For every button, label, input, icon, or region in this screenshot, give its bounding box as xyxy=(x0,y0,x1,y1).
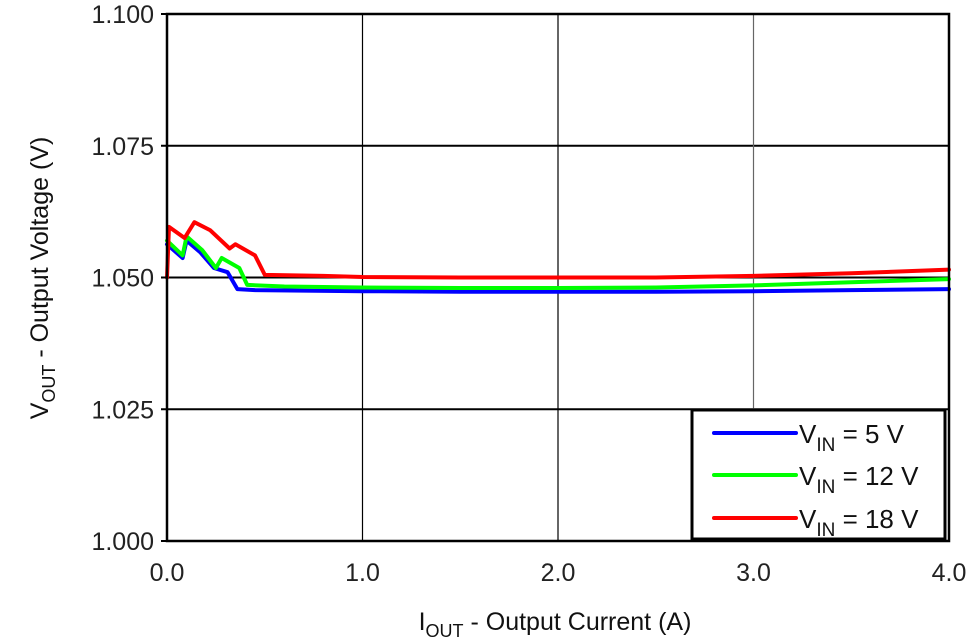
legend-label-main: V xyxy=(799,419,817,449)
legend-label-main: V xyxy=(799,504,817,534)
legend: VIN = 5 V VIN = 12 V VIN = 18 V xyxy=(690,408,947,541)
series-line-vin-12-v xyxy=(165,234,951,290)
series-line-vin-5-v xyxy=(165,238,951,294)
x-axis-title-sub: OUT xyxy=(426,621,464,640)
y-axis-title-main: V xyxy=(26,402,54,419)
legend-label-main: V xyxy=(799,461,817,491)
legend-label-rest: = 18 V xyxy=(835,504,919,534)
x-tick-label: 3.0 xyxy=(736,559,771,587)
x-axis-ticks: 0.0 1.0 2.0 3.0 4.0 xyxy=(150,559,967,587)
y-tick-label: 1.000 xyxy=(91,528,154,556)
y-tick-label: 1.050 xyxy=(91,265,154,293)
x-tick-label: 0.0 xyxy=(150,559,185,587)
y-axis-title-rest: - Output Voltage (V) xyxy=(26,137,54,365)
x-tick-label: 4.0 xyxy=(932,559,967,587)
series-line-vin-18-v xyxy=(165,220,951,280)
svg-text:VIN = 5 V: VIN = 5 V xyxy=(799,419,905,456)
y-tick-label: 1.075 xyxy=(91,133,154,161)
x-tick-label: 2.0 xyxy=(541,559,576,587)
legend-item-vin-12v: VIN = 12 V xyxy=(712,461,919,498)
x-axis-title: IOUT - Output Current (A) xyxy=(419,608,692,640)
x-axis-title-main: I xyxy=(419,608,426,636)
y-tick-label: 1.100 xyxy=(91,1,154,29)
y-tick-label: 1.025 xyxy=(91,396,154,424)
legend-label-rest: = 5 V xyxy=(835,419,904,449)
legend-item-vin-5v: VIN = 5 V xyxy=(712,419,905,456)
svg-text:VIN = 18 V: VIN = 18 V xyxy=(799,504,919,541)
y-axis-title: VOUT - Output Voltage (V) xyxy=(26,137,59,420)
x-axis-title-rest: - Output Current (A) xyxy=(464,608,692,636)
x-tick-label: 1.0 xyxy=(345,559,380,587)
legend-label-sub: IN xyxy=(816,520,835,541)
legend-item-vin-18v: VIN = 18 V xyxy=(712,504,919,541)
y-axis-title-sub: OUT xyxy=(39,365,59,403)
legend-label-rest: = 12 V xyxy=(835,461,919,491)
series-lines xyxy=(165,220,951,294)
legend-label-sub: IN xyxy=(816,435,835,456)
y-axis-ticks: 1.000 1.025 1.050 1.075 1.100 xyxy=(91,1,167,556)
legend-label-sub: IN xyxy=(816,477,835,498)
svg-text:VIN = 12 V: VIN = 12 V xyxy=(799,461,919,498)
